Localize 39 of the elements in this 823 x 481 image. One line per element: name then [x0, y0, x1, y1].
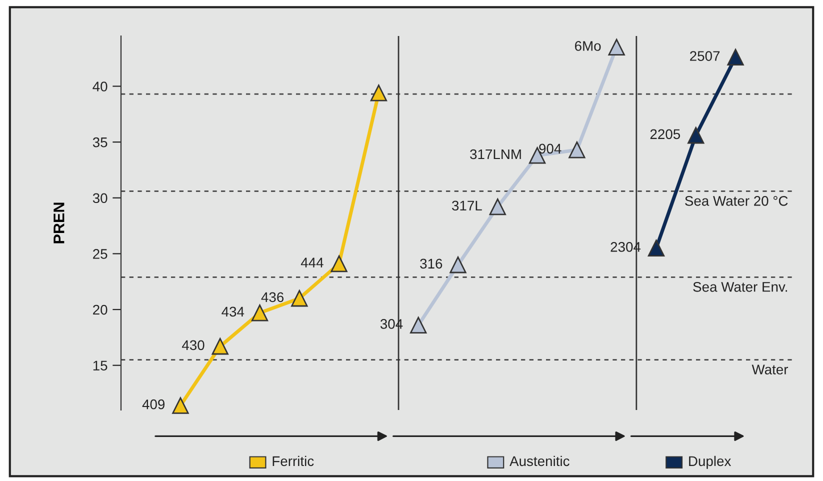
y-tick-label: 30 [92, 193, 108, 204]
point [450, 256, 466, 274]
point [370, 84, 388, 102]
annotation: 434 [222, 306, 244, 317]
annotation: 317LNM [470, 149, 521, 160]
annotation: 436 [261, 292, 284, 302]
annotation: 2205 [650, 129, 680, 140]
annotation: 430 [182, 340, 204, 350]
y-tick-label: 35 [92, 137, 108, 148]
y-tick-label: 25 [93, 249, 108, 259]
point [410, 316, 427, 334]
point [212, 338, 228, 355]
annotation: 904 [539, 144, 562, 154]
y-axis-title: PREN [54, 202, 64, 244]
point [727, 48, 744, 66]
legend-label: Ferritic [272, 456, 314, 466]
point [251, 304, 268, 322]
ref-line-label: Sea Water 20 °C [685, 196, 788, 206]
point [608, 38, 625, 56]
point [330, 255, 348, 272]
point [291, 290, 308, 307]
y-tick-label: 15 [93, 360, 108, 371]
point [688, 127, 704, 144]
annotation: 316 [420, 258, 442, 269]
y-tick-label: 20 [93, 304, 108, 315]
point [172, 397, 189, 414]
ref-line-label: Water [752, 364, 788, 374]
annotation: 2507 [690, 51, 720, 61]
point [648, 240, 665, 256]
ref-line-label: Sea Water Env. [693, 282, 787, 292]
annotation: 444 [300, 258, 324, 268]
y-tick-label: 40 [92, 82, 108, 92]
annotation: 6Mo [575, 41, 601, 51]
legend-label: Austenitic [510, 456, 570, 466]
annotation: 317L [452, 200, 482, 211]
annotation: 409 [142, 399, 165, 410]
legend-label: Duplex [689, 456, 732, 469]
point [568, 142, 586, 158]
point [489, 198, 506, 216]
